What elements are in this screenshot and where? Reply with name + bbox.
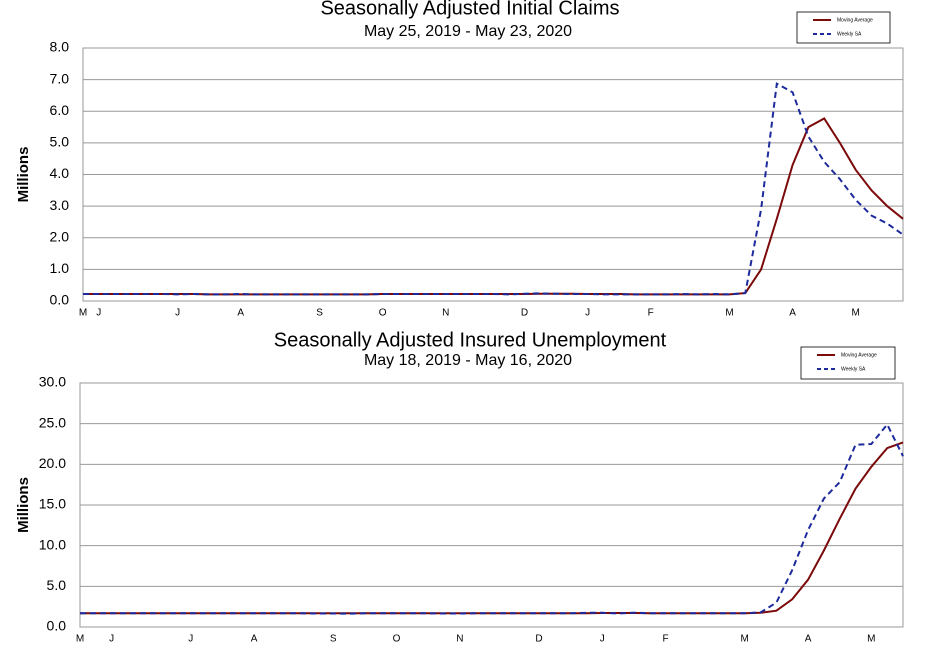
chart-title: Seasonally Adjusted Insured Unemployment	[274, 329, 667, 351]
legend-box	[796, 11, 891, 44]
legend-label: Weekly SA	[837, 31, 862, 37]
x-tick-label: S	[316, 308, 323, 319]
x-tick-label: D	[521, 308, 528, 319]
y-tick-label: 15.0	[39, 496, 66, 512]
y-tick-label: 3.0	[50, 197, 70, 213]
x-tick-label: M	[79, 308, 87, 319]
x-tick-label: M	[725, 308, 733, 319]
legend-label: Moving Average	[841, 352, 877, 358]
x-tick-label: A	[789, 308, 796, 319]
legend-label: Moving Average	[837, 17, 873, 23]
x-tick-label: O	[393, 634, 401, 645]
legend-box	[800, 346, 896, 380]
legend-label: Weekly SA	[841, 366, 866, 372]
y-tick-label: 20.0	[39, 455, 66, 471]
x-tick-label: S	[330, 634, 337, 645]
y-tick-label: 0.0	[50, 292, 70, 308]
y-axis-label: Millions	[15, 477, 32, 533]
x-tick-label: N	[442, 308, 449, 319]
y-tick-label: 5.0	[50, 134, 70, 150]
x-tick-label: A	[251, 634, 258, 645]
x-tick-label: M	[76, 634, 84, 645]
x-tick-label: J	[585, 308, 590, 319]
x-tick-label: O	[379, 308, 387, 319]
series-line	[80, 441, 904, 615]
x-tick-label: M	[867, 634, 875, 645]
y-axis-label: Millions	[15, 147, 32, 203]
y-tick-label: 30.0	[39, 374, 66, 390]
y-tick-label: 1.0	[50, 260, 70, 276]
y-tick-label: 25.0	[39, 414, 66, 430]
x-tick-label: J	[96, 308, 101, 319]
y-tick-label: 7.0	[50, 70, 70, 86]
x-tick-label: J	[600, 634, 605, 645]
x-tick-label: J	[109, 634, 114, 645]
y-tick-label: 0.0	[47, 618, 67, 634]
x-tick-label: D	[535, 634, 542, 645]
x-tick-label: F	[648, 308, 654, 319]
x-tick-label: F	[663, 634, 669, 645]
x-tick-label: A	[237, 308, 244, 319]
y-tick-label: 2.0	[50, 228, 70, 244]
series-line	[80, 422, 904, 615]
series-line	[83, 82, 904, 296]
x-tick-label: M	[741, 634, 749, 645]
y-tick-label: 6.0	[50, 102, 70, 118]
chart-subtitle: May 25, 2019 - May 23, 2020	[364, 23, 572, 40]
chart-title: Seasonally Adjusted Initial Claims	[320, 0, 619, 19]
x-tick-label: A	[805, 634, 812, 645]
y-tick-label: 5.0	[47, 577, 67, 593]
chart-subtitle: May 18, 2019 - May 16, 2020	[364, 352, 572, 369]
y-tick-label: 4.0	[50, 165, 70, 181]
x-tick-label: N	[456, 634, 463, 645]
y-tick-label: 8.0	[50, 39, 70, 55]
x-tick-label: J	[188, 634, 193, 645]
y-tick-label: 10.0	[39, 536, 66, 552]
x-tick-label: M	[852, 308, 860, 319]
x-tick-label: J	[175, 308, 180, 319]
